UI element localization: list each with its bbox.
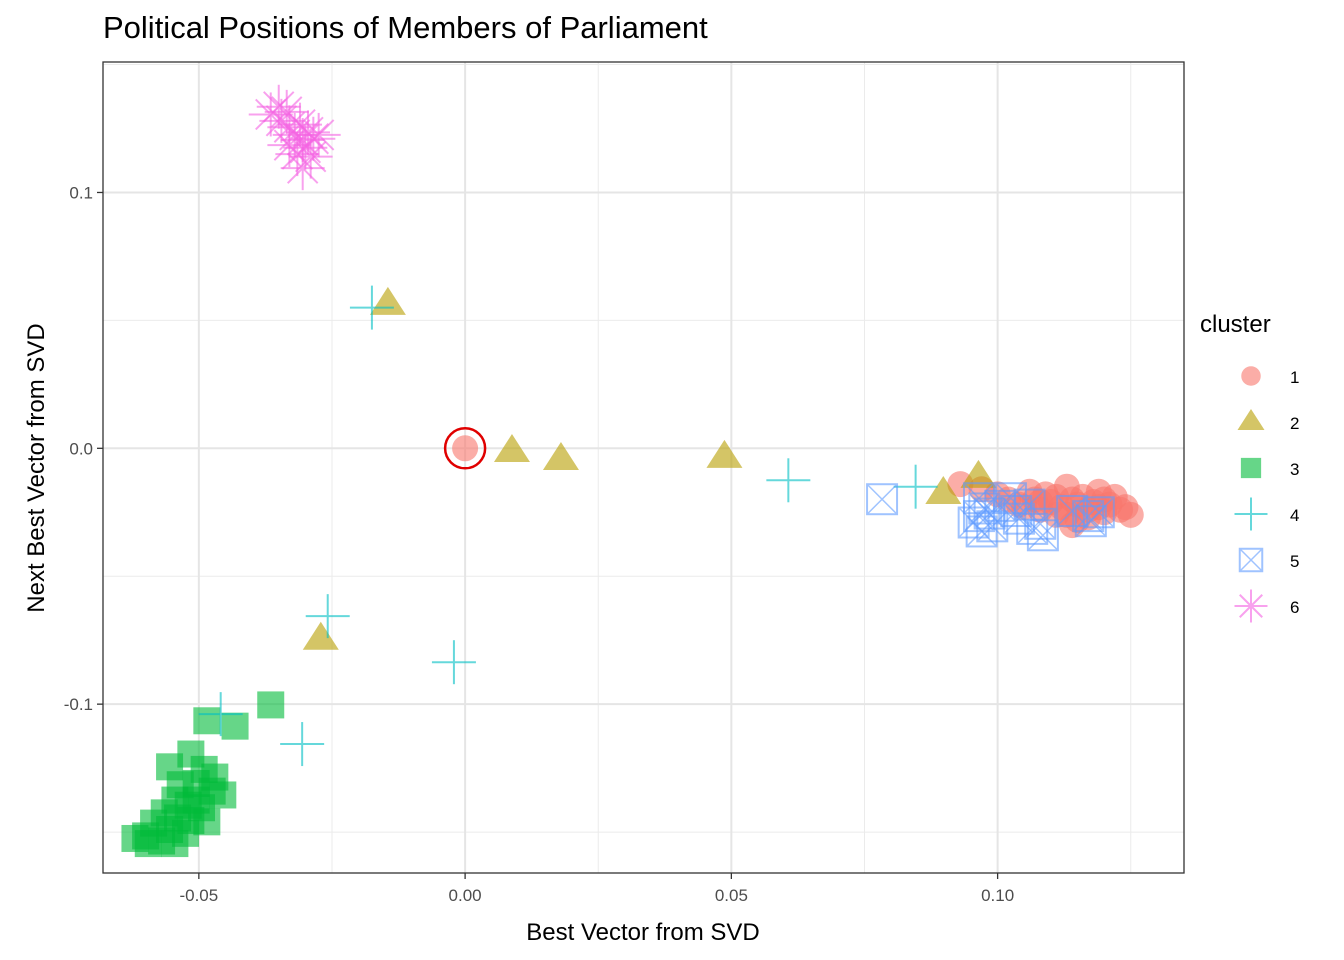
series-cluster-4 xyxy=(198,285,938,767)
legend-label: 4 xyxy=(1290,506,1299,525)
series-cluster-6 xyxy=(248,84,341,191)
data-point-cluster-5 xyxy=(965,515,998,548)
legend-item-5: 5 xyxy=(1238,547,1299,573)
grid-major xyxy=(103,62,1184,873)
data-point-cluster-4 xyxy=(349,285,394,330)
data-point-cluster-3 xyxy=(161,830,189,858)
legend-title: cluster xyxy=(1200,311,1271,338)
grid-minor xyxy=(103,62,1184,873)
x-axis-label: Best Vector from SVD xyxy=(526,919,759,946)
data-point-cluster-3 xyxy=(182,786,210,814)
data-point-cluster-2 xyxy=(302,621,339,650)
legend-key-triangle-icon xyxy=(1237,408,1265,430)
y-axis-label: Next Best Vector from SVD xyxy=(23,323,50,612)
legend-item-2: 2 xyxy=(1237,408,1299,433)
x-tick-label: 0.00 xyxy=(449,886,482,905)
series-cluster-3 xyxy=(121,691,285,858)
panel-border xyxy=(102,61,1185,874)
data-point-cluster-5 xyxy=(1074,505,1107,538)
data-point-cluster-2 xyxy=(542,441,579,470)
legend-item-3: 3 xyxy=(1240,457,1299,479)
legend-key-asterisk-icon xyxy=(1234,589,1268,623)
data-point-cluster-4 xyxy=(431,640,476,685)
chart-title: Political Positions of Members of Parlia… xyxy=(103,10,708,45)
legend-label: 3 xyxy=(1290,460,1299,479)
y-tick-label: 0.0 xyxy=(69,439,93,458)
data-point-cluster-3 xyxy=(134,830,162,858)
x-tick-label: -0.05 xyxy=(179,886,218,905)
data-point-cluster-5 xyxy=(1026,519,1059,552)
highlight-circle xyxy=(443,427,487,470)
y-tick-label: 0.1 xyxy=(69,183,93,202)
legend-key-square-x-icon xyxy=(1238,547,1264,573)
plot-panel xyxy=(102,61,1185,874)
data-point-cluster-2 xyxy=(493,434,530,463)
y-axis-ticks: -0.1 0.0 0.1 xyxy=(64,183,103,714)
data-point-cluster-1 xyxy=(947,471,974,498)
data-point-cluster-5 xyxy=(866,483,899,516)
data-point-cluster-3 xyxy=(257,691,285,719)
data-point-cluster-4 xyxy=(766,458,811,503)
data-points xyxy=(121,84,1144,858)
data-point-cluster-1 xyxy=(1117,501,1144,528)
x-tick-label: 0.10 xyxy=(981,886,1014,905)
data-point-cluster-3 xyxy=(201,763,229,791)
legend: cluster 1 2 3 4 5 6 xyxy=(1200,311,1299,623)
legend-label: 6 xyxy=(1290,598,1299,617)
data-point-cluster-3 xyxy=(193,707,221,735)
panel-background xyxy=(103,62,1184,873)
data-point-cluster-4 xyxy=(280,722,325,767)
data-point-cluster-6 xyxy=(267,123,312,168)
legend-item-1: 1 xyxy=(1241,366,1299,387)
legend-key-circle-icon xyxy=(1241,366,1261,386)
data-point-cluster-4 xyxy=(893,464,938,509)
x-axis-ticks: -0.05 0.00 0.05 0.10 xyxy=(179,873,1014,905)
x-tick-label: 0.05 xyxy=(715,886,748,905)
legend-item-4: 4 xyxy=(1234,497,1299,531)
legend-key-square-icon xyxy=(1240,457,1262,479)
data-point-cluster-4 xyxy=(305,594,350,639)
y-tick-label: -0.1 xyxy=(64,695,93,714)
legend-label: 5 xyxy=(1290,552,1299,571)
legend-label: 2 xyxy=(1290,414,1299,433)
legend-key-plus-icon xyxy=(1234,497,1268,531)
legend-label: 1 xyxy=(1290,368,1299,387)
data-point-cluster-4 xyxy=(198,692,243,737)
series-cluster-5 xyxy=(866,482,1115,552)
data-point-cluster-1 xyxy=(452,435,479,462)
data-point-cluster-2 xyxy=(960,459,997,488)
data-point-cluster-2 xyxy=(925,475,962,504)
data-point-cluster-2 xyxy=(706,439,743,468)
legend-item-6: 6 xyxy=(1234,589,1299,623)
data-point-cluster-3 xyxy=(221,712,249,740)
